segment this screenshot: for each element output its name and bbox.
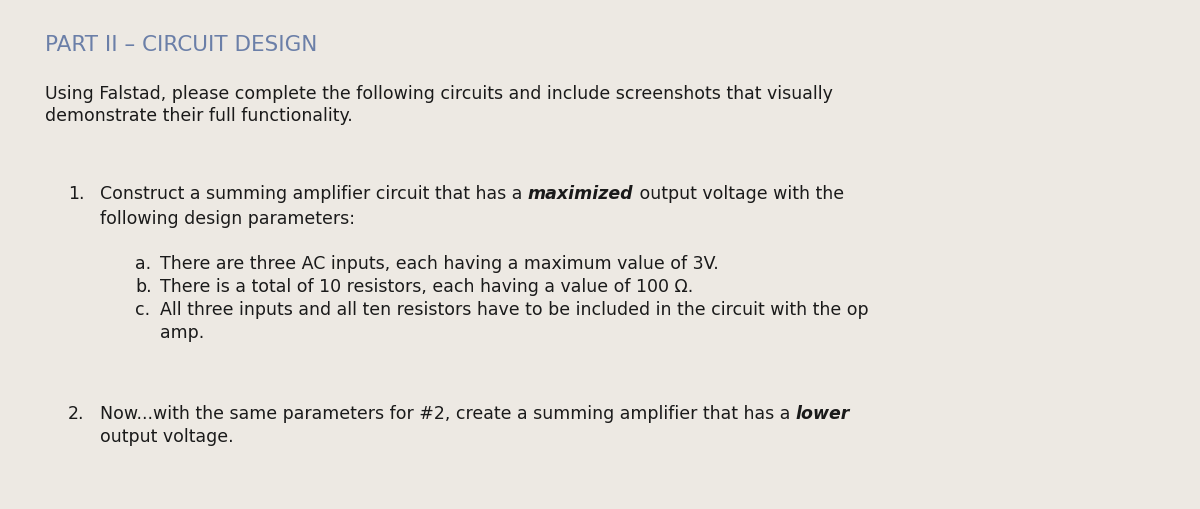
Text: All three inputs and all ten resistors have to be included in the circuit with t: All three inputs and all ten resistors h… (160, 301, 869, 319)
Text: There is a total of 10 resistors, each having a value of 100 Ω.: There is a total of 10 resistors, each h… (160, 278, 694, 296)
Text: 2.: 2. (68, 405, 84, 423)
Text: There are three AC inputs, each having a maximum value of 3V.: There are three AC inputs, each having a… (160, 255, 719, 273)
Text: demonstrate their full functionality.: demonstrate their full functionality. (46, 107, 353, 125)
Text: Construct a summing amplifier circuit that has a: Construct a summing amplifier circuit th… (100, 185, 528, 203)
Text: amp.: amp. (160, 324, 204, 342)
Text: output voltage.: output voltage. (100, 428, 234, 446)
Text: b.: b. (134, 278, 151, 296)
Text: maximized: maximized (528, 185, 634, 203)
Text: PART II – CIRCUIT DESIGN: PART II – CIRCUIT DESIGN (46, 35, 317, 55)
Text: output voltage with the: output voltage with the (634, 185, 844, 203)
Text: following design parameters:: following design parameters: (100, 210, 355, 228)
Text: a.: a. (134, 255, 151, 273)
Text: 1.: 1. (68, 185, 84, 203)
Text: Using Falstad, please complete the following circuits and include screenshots th: Using Falstad, please complete the follo… (46, 85, 833, 103)
Text: c.: c. (134, 301, 150, 319)
Text: Now...with the same parameters for #2, create a summing amplifier that has a: Now...with the same parameters for #2, c… (100, 405, 796, 423)
Text: lower: lower (796, 405, 851, 423)
